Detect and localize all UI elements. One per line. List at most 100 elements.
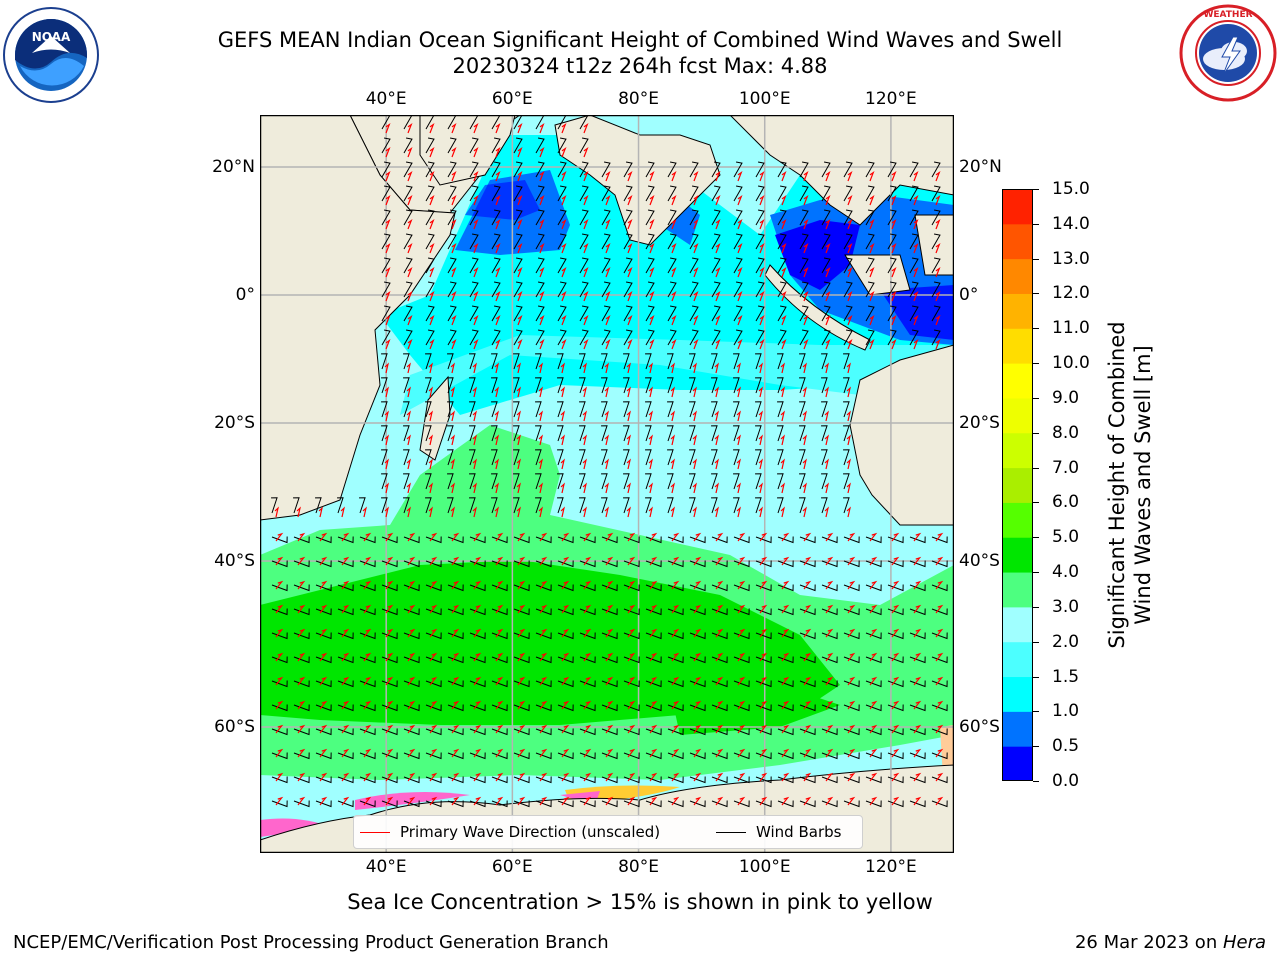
wave-direction-arrow — [517, 628, 526, 638]
wind-barb — [557, 473, 564, 490]
wave-direction-arrow — [737, 532, 746, 542]
wave-direction-arrow — [385, 267, 391, 278]
wave-direction-arrow — [384, 410, 389, 422]
wave-direction-arrow — [714, 386, 719, 398]
wind-barb — [425, 449, 432, 466]
wave-direction-arrow — [428, 506, 433, 518]
wave-direction-arrow — [803, 243, 809, 254]
wave-direction-arrow — [693, 556, 702, 566]
wave-direction-arrow — [561, 700, 570, 710]
wave-direction-arrow — [582, 386, 587, 398]
wind-barb — [711, 449, 718, 466]
wind-barb — [601, 185, 611, 202]
wave-direction-arrow — [539, 700, 548, 710]
wind-barb — [689, 185, 699, 202]
wave-direction-arrow — [341, 556, 350, 566]
wave-direction-arrow — [319, 772, 328, 782]
wave-direction-arrow — [758, 434, 763, 446]
wave-direction-arrow — [737, 628, 746, 638]
wind-barb — [689, 497, 696, 514]
wind-barb — [777, 449, 784, 466]
wave-direction-arrow — [561, 652, 570, 662]
wave-direction-arrow — [715, 243, 721, 254]
wave-direction-arrow — [891, 339, 897, 350]
wave-direction-arrow — [582, 434, 587, 446]
wave-direction-arrow — [825, 652, 834, 662]
wind-barb — [491, 161, 501, 178]
wind-barb — [799, 329, 809, 346]
wave-direction-arrow — [319, 796, 328, 806]
colorbar-tick-label: 14.0 — [1052, 213, 1090, 234]
wave-direction-arrow — [605, 315, 611, 326]
wind-barb — [425, 353, 432, 370]
wind-barb — [755, 377, 762, 394]
wind-barb — [579, 137, 589, 154]
footer-branch: NCEP/EMC/Verification Post Processing Pr… — [13, 932, 609, 953]
wave-direction-arrow — [715, 532, 724, 542]
wave-direction-arrow — [604, 434, 609, 446]
colorbar-tick-mark — [1033, 223, 1039, 225]
wave-direction-arrow — [869, 580, 878, 590]
wave-direction-arrow — [935, 652, 944, 662]
wind-barb — [711, 425, 718, 442]
wave-direction-arrow — [781, 796, 790, 806]
wave-direction-arrow — [780, 410, 785, 422]
wind-barb — [645, 329, 655, 346]
wind-barb — [645, 209, 655, 226]
wind-barb — [799, 449, 806, 466]
wave-direction-arrow — [780, 506, 785, 518]
wind-barb — [733, 329, 743, 346]
wave-direction-arrow — [891, 700, 900, 710]
wave-direction-arrow — [648, 434, 653, 446]
wind-barb — [755, 329, 765, 346]
wave-direction-arrow — [428, 434, 433, 446]
wind-barb — [535, 257, 545, 274]
wave-direction-arrow — [847, 532, 856, 542]
wave-direction-arrow — [495, 195, 501, 206]
wave-direction-arrow — [385, 604, 394, 614]
colorbar-tick-mark — [1033, 641, 1039, 643]
wave-direction-arrow — [737, 291, 743, 302]
wave-direction-arrow — [473, 628, 482, 638]
wind-barb — [535, 497, 542, 514]
wave-direction-arrow — [605, 652, 614, 662]
wave-direction-arrow — [913, 195, 919, 206]
wind-barb — [667, 377, 674, 394]
wind-barb — [403, 305, 413, 322]
wave-direction-arrow — [627, 700, 636, 710]
wave-direction-arrow — [407, 123, 413, 134]
wind-barb — [667, 281, 677, 298]
wave-direction-arrow — [781, 604, 790, 614]
colorbar-tick-mark — [1033, 397, 1039, 399]
wind-barb — [403, 353, 410, 370]
wave-direction-arrow — [781, 532, 790, 542]
wave-direction-arrow — [847, 652, 856, 662]
wind-barb — [623, 233, 633, 250]
wave-direction-arrow — [517, 219, 523, 230]
colorbar-tick-mark — [1033, 328, 1039, 330]
wave-direction-arrow — [737, 267, 743, 278]
wind-barb — [447, 401, 454, 418]
wave-direction-arrow — [561, 772, 570, 782]
wave-direction-arrow — [627, 243, 633, 254]
wave-direction-arrow — [891, 532, 900, 542]
wave-direction-arrow — [318, 506, 323, 518]
wind-barb — [403, 401, 410, 418]
wave-direction-arrow — [560, 458, 565, 470]
wind-barb — [469, 281, 479, 298]
wind-barb — [513, 281, 523, 298]
wave-direction-arrow — [824, 410, 829, 422]
wave-direction-arrow — [803, 676, 812, 686]
wind-barb — [733, 209, 743, 226]
wave-direction-arrow — [429, 772, 438, 782]
wave-direction-arrow — [407, 772, 416, 782]
wave-direction-arrow — [670, 458, 675, 470]
wave-direction-arrow — [759, 604, 768, 614]
wind-barb — [843, 161, 853, 178]
wave-direction-arrow — [935, 700, 944, 710]
wind-barb — [601, 497, 608, 514]
wave-direction-arrow — [516, 434, 521, 446]
wave-direction-arrow — [737, 339, 743, 350]
wave-direction-arrow — [803, 171, 809, 182]
wave-direction-arrow — [407, 748, 416, 758]
